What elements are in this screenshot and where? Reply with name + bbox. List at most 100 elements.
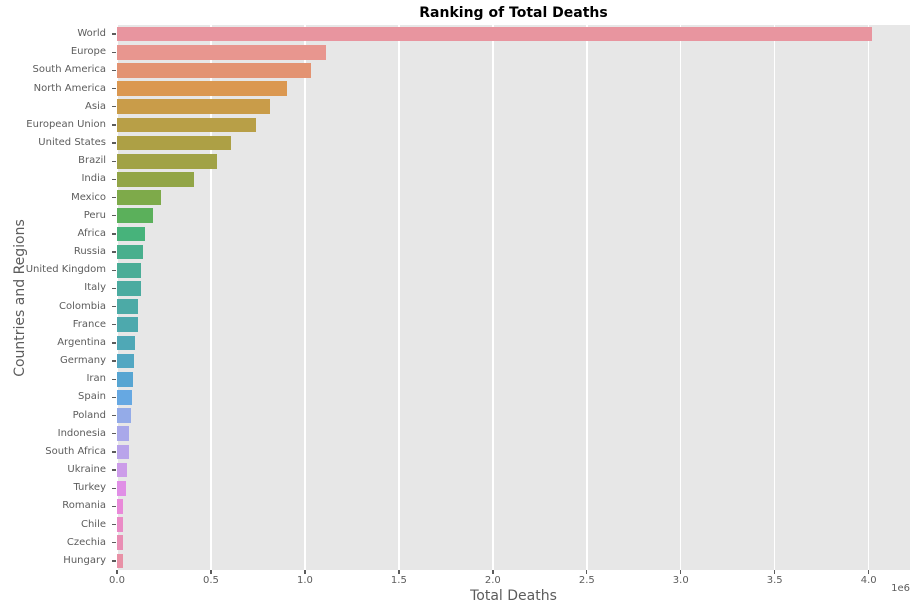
bar-united-states: [117, 135, 232, 151]
y-tick-mark: [112, 342, 116, 344]
gridline: [304, 25, 306, 570]
y-tick-label: United Kingdom: [25, 264, 106, 276]
bar-iran: [117, 371, 133, 387]
bar-south-america: [117, 63, 311, 78]
x-tick-label: 0.0: [109, 575, 125, 586]
y-tick-label: Colombia: [59, 300, 106, 312]
bar-south-africa: [117, 444, 129, 460]
y-tick-label: Ukraine: [67, 464, 106, 476]
bar-czechia: [117, 535, 123, 551]
bar-brazil: [117, 153, 217, 169]
bar-peru: [117, 208, 154, 224]
bar-argentina: [117, 335, 136, 351]
y-tick-label: Spain: [78, 391, 106, 403]
y-axis-label: Countries and Regions: [12, 219, 28, 377]
bar-germany: [117, 353, 135, 369]
bar-india: [117, 172, 195, 187]
y-tick-mark: [112, 433, 116, 435]
y-tick-label: Indonesia: [57, 427, 106, 439]
x-tick-mark: [586, 570, 588, 574]
y-tick-label: Poland: [72, 409, 106, 421]
bar-colombia: [117, 299, 139, 314]
y-tick-mark: [112, 523, 116, 526]
bar-united-kingdom: [117, 262, 142, 278]
y-tick-label: Peru: [83, 209, 106, 221]
y-tick-label: Russia: [73, 246, 106, 258]
x-tick-label: 4.0: [860, 575, 877, 586]
y-tick-mark: [112, 396, 116, 399]
y-tick-label: Chile: [80, 518, 106, 530]
y-tick-mark: [112, 487, 116, 489]
x-tick-label: 1.5: [390, 575, 407, 586]
y-tick-label: Italy: [84, 282, 106, 294]
x-tick-label: 0.5: [203, 575, 219, 586]
plot-area: [116, 25, 910, 570]
gridline: [116, 25, 118, 570]
gridline: [492, 25, 494, 570]
gridline: [398, 25, 400, 570]
y-tick-mark: [112, 414, 116, 417]
y-tick-mark: [112, 378, 116, 380]
x-axis-label: Total Deaths: [470, 588, 557, 604]
y-tick-label: Argentina: [57, 336, 106, 348]
y-tick-mark: [112, 233, 116, 235]
x-tick-label: 2.5: [578, 575, 595, 586]
y-tick-mark: [112, 469, 116, 471]
y-tick-label: North America: [33, 82, 106, 94]
bar-europe: [117, 44, 326, 60]
y-tick-label: India: [81, 173, 106, 185]
gridline: [679, 25, 682, 570]
x-tick-mark: [304, 570, 306, 574]
bar-world: [117, 26, 873, 42]
bar-european-union: [117, 117, 257, 133]
y-tick-mark: [112, 33, 116, 35]
y-tick-mark: [112, 124, 116, 126]
y-tick-mark: [112, 69, 116, 72]
y-tick-mark: [112, 287, 116, 290]
x-tick-mark: [867, 570, 870, 574]
x-tick-label: 1.0: [296, 575, 313, 586]
gridline: [867, 25, 870, 570]
bar-asia: [117, 99, 270, 115]
y-tick-mark: [112, 87, 116, 90]
y-tick-mark: [112, 215, 116, 217]
y-tick-label: Asia: [85, 100, 106, 112]
x-tick-label: 2.0: [484, 575, 501, 586]
bar-poland: [117, 408, 132, 423]
y-tick-mark: [112, 505, 116, 508]
y-tick-mark: [112, 178, 116, 181]
y-tick-label: Germany: [60, 355, 106, 367]
y-tick-label: Mexico: [71, 191, 106, 203]
x-tick-mark: [680, 570, 682, 574]
bar-italy: [117, 281, 141, 296]
bar-russia: [117, 244, 143, 260]
x-tick-mark: [210, 570, 212, 574]
y-tick-label: European Union: [26, 118, 106, 130]
y-tick-label: South America: [32, 64, 107, 76]
x-tick-mark: [774, 570, 776, 574]
y-tick-mark: [112, 360, 116, 362]
bar-romania: [117, 499, 124, 514]
y-tick-label: Turkey: [73, 482, 106, 494]
x-tick-mark: [398, 570, 400, 574]
y-tick-mark: [112, 542, 116, 544]
y-tick-label: France: [72, 318, 106, 330]
y-tick-mark: [112, 269, 116, 271]
y-tick-mark: [112, 160, 116, 162]
x-tick-mark: [116, 570, 118, 574]
bar-mexico: [117, 190, 161, 205]
bar-france: [117, 317, 138, 333]
x-tick-mark: [492, 570, 494, 574]
gridline: [586, 25, 588, 570]
chart-title: Ranking of Total Deaths: [419, 5, 608, 21]
gridline: [773, 25, 776, 570]
bar-hungary: [117, 553, 123, 569]
y-tick-label: Europe: [70, 46, 106, 58]
y-tick-label: Africa: [77, 227, 106, 239]
y-tick-mark: [112, 305, 116, 308]
y-tick-mark: [112, 451, 116, 453]
bar-africa: [117, 226, 145, 242]
y-tick-label: Czechia: [66, 536, 106, 548]
y-tick-label: Romania: [62, 500, 106, 512]
